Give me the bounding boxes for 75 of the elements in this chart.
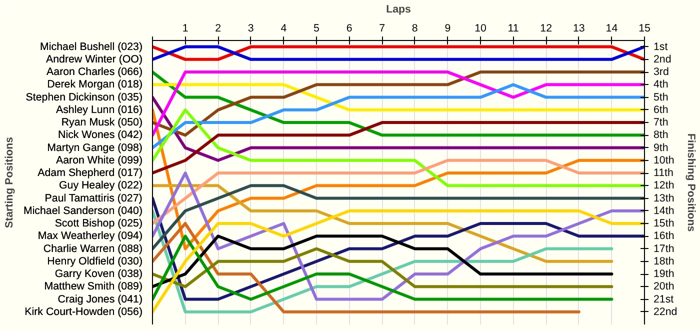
- line-series: [152, 108, 644, 250]
- y-tick-label: 15th: [654, 218, 674, 230]
- y-tick-label: 9th: [654, 142, 668, 154]
- series-label: Michael Sanderson (040): [23, 204, 142, 217]
- series-label: Craig Jones (041): [58, 293, 143, 306]
- line-series: [152, 83, 644, 150]
- y-tick-label: 12th: [654, 180, 674, 192]
- line-series: [152, 158, 644, 226]
- series-label: Paul Tamattiris (027): [44, 192, 142, 204]
- y-tick-label: 20th: [654, 280, 674, 293]
- series-label: Matthew Smith (089): [44, 280, 142, 293]
- series-label: Kirk Court-Howden (056): [24, 306, 143, 318]
- series-label: Adam Shepherd (017): [38, 167, 143, 180]
- y-tick-label: 17th: [654, 242, 674, 255]
- series-label: Martyn Gange (098): [47, 142, 143, 154]
- series-label: Guy Healey (022): [58, 180, 143, 192]
- x-tick-label: 4: [280, 22, 287, 34]
- series-label: Aaron Charles (066): [46, 66, 142, 78]
- y-tick-label: 3rd: [654, 66, 669, 78]
- line-series: [152, 70, 644, 137]
- y-tick-label: 5th: [654, 91, 668, 104]
- x-tick-label: 14: [606, 22, 618, 34]
- y-tick-label: 19th: [654, 268, 674, 280]
- y-axis-title: Finishing Positions: [685, 133, 698, 232]
- series-label: Ashley Lunn (016): [56, 104, 143, 116]
- x-tick-label: 10: [474, 22, 486, 34]
- y-tick-label: 4th: [654, 78, 668, 91]
- x-tick-label: 9: [444, 22, 451, 34]
- y-tick-label: 14th: [654, 204, 674, 217]
- line-series: [152, 184, 644, 250]
- series-label: Garry Koven (038): [54, 268, 142, 280]
- line-series: [152, 222, 580, 314]
- series-label: Henry Oldfield (030): [47, 255, 143, 268]
- y-tick-label: 18th: [654, 255, 674, 268]
- series-label: Scott Bishop (025): [54, 218, 143, 230]
- text: Starting Positions: [3, 136, 16, 228]
- series-label: Ryan Musk (050): [61, 116, 143, 129]
- series-label: Andrew Winter (OO): [46, 53, 142, 66]
- series-label: Charlie Warren (088): [43, 242, 143, 255]
- y-tick-label: 2nd: [654, 53, 672, 66]
- x-tick-label: 13: [572, 22, 585, 34]
- y-tick-label: 1st: [654, 40, 668, 53]
- line-series: [152, 234, 614, 301]
- x-tick-label: 6: [346, 22, 352, 34]
- x-tick-label: 11: [508, 22, 519, 34]
- y-tick-label: 8th: [654, 129, 668, 142]
- y-tick-label: 7th: [654, 116, 668, 129]
- x-tick-label: 8: [412, 22, 418, 34]
- series-label: Max Weatherley (094): [38, 230, 143, 242]
- line-series: [152, 184, 614, 263]
- line-series: [152, 121, 644, 175]
- x-tick-label: 7: [379, 22, 386, 34]
- y-tick-label: 13th: [654, 192, 674, 204]
- line-series: [152, 108, 644, 188]
- y-tick-label: 11th: [654, 167, 674, 180]
- x-tick-label: 15: [638, 22, 650, 34]
- y-tick-label: 6th: [654, 104, 668, 116]
- series-label: Michael Bushell (023): [40, 40, 142, 53]
- line-series: [152, 172, 644, 301]
- x-axis-title: Laps: [386, 4, 412, 16]
- y-tick-label: 22nd: [654, 306, 678, 318]
- line-series: [152, 196, 644, 301]
- series-label: Nick Wones (042): [58, 129, 143, 142]
- y-tick-label: 16th: [654, 230, 674, 242]
- x-tick-label: 2: [215, 22, 222, 34]
- y-tick-label: 10th: [654, 154, 674, 166]
- series-label: Aaron White (099): [56, 154, 143, 166]
- x-tick-label: 1: [182, 22, 188, 34]
- line-series: [152, 247, 614, 288]
- x-tick-label: 12: [540, 22, 552, 34]
- series-label: Stephen Dickinson (035): [26, 91, 143, 104]
- series-label: Derek Morgan (018): [47, 78, 143, 91]
- y-tick-label: 21st: [654, 293, 674, 306]
- x-tick-label: 3: [248, 22, 254, 34]
- x-tick-label: 5: [314, 22, 320, 34]
